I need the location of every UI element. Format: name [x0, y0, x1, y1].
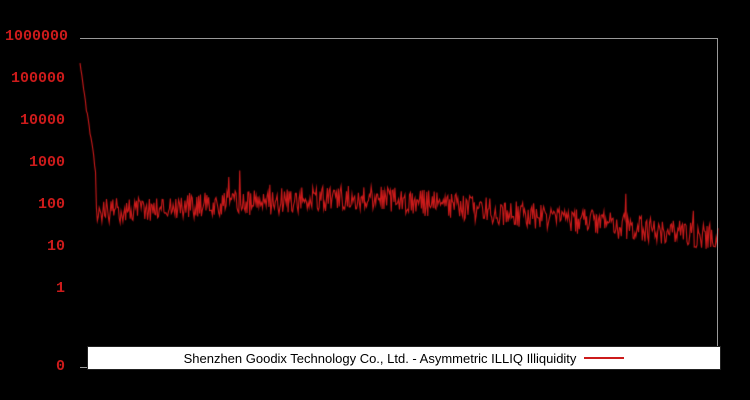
plot-border [80, 38, 718, 368]
y-axis-label-1000000: 1000000 [5, 28, 65, 45]
y-axis-label-1: 1 [5, 280, 65, 297]
y-axis-label-100: 100 [5, 196, 65, 213]
y-axis-label-10: 10 [5, 238, 65, 255]
chart-container: 1000000 100000 10000 1000 100 10 1 0 She… [0, 0, 750, 400]
y-axis-label-0: 0 [5, 358, 65, 375]
y-axis-label-1000: 1000 [5, 154, 65, 171]
legend-series-label: Shenzhen Goodix Technology Co., Ltd. - A… [184, 351, 577, 366]
legend-line-swatch [584, 357, 624, 359]
y-axis-label-100000: 100000 [5, 70, 65, 87]
y-axis-label-10000: 10000 [5, 112, 65, 129]
legend-box: Shenzhen Goodix Technology Co., Ltd. - A… [87, 346, 721, 370]
